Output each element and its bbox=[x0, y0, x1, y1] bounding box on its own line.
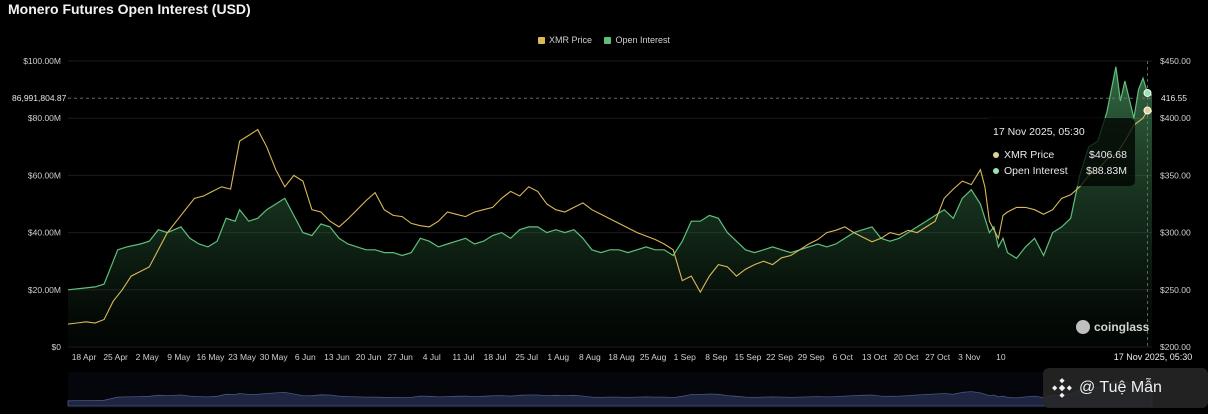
chart-tooltip: 17 Nov 2025, 05:30 XMR Price $406.68 Ope… bbox=[985, 118, 1135, 186]
y-left-tick-label: $40.00M bbox=[28, 228, 61, 238]
y-axis-right: $450.00 $400.00 $350.00 $300.00 $250.00 $200.… bbox=[1160, 56, 1191, 352]
x-tick-label: 10 bbox=[996, 352, 1006, 362]
x-tick-label: 30 May bbox=[260, 352, 289, 362]
x-tick-label: 3 Nov bbox=[958, 352, 981, 362]
x-tick-label: 18 Jul bbox=[484, 352, 507, 362]
author-badge: @ Tuệ Mẫn bbox=[1043, 368, 1208, 408]
tooltip-date: 17 Nov 2025, 05:30 bbox=[993, 126, 1085, 138]
open-interest-area bbox=[68, 66, 1152, 347]
legend-label-oi: Open Interest bbox=[615, 35, 671, 45]
x-tick-label: 4 Jul bbox=[423, 352, 441, 362]
legend-label-price: XMR Price bbox=[548, 35, 592, 45]
x-tick-label: 8 Sep bbox=[705, 352, 727, 362]
tooltip-dot-price bbox=[993, 152, 999, 158]
x-tick-label: 25 Apr bbox=[103, 352, 128, 362]
y-left-tick-label: $20.00M bbox=[28, 285, 61, 295]
y-right-tick-label: $400.00 bbox=[1160, 113, 1191, 123]
x-tick-label: 2 May bbox=[136, 352, 160, 362]
x-tick-label: 25 Aug bbox=[640, 352, 667, 362]
chart-legend: XMR Price Open Interest bbox=[0, 35, 1208, 46]
y-left-tick-label: $100.00M bbox=[23, 56, 61, 66]
legend-swatch-price bbox=[537, 36, 545, 44]
x-tick-label: 11 Jul bbox=[452, 352, 474, 362]
y-left-tick-label: $80.00M bbox=[28, 113, 61, 123]
crosshair-x-box bbox=[1112, 350, 1194, 364]
x-tick-label: 25 Jul bbox=[515, 352, 538, 362]
x-tick-label: 16 May bbox=[197, 352, 226, 362]
x-tick-label: 13 Oct bbox=[862, 352, 888, 362]
binance-logo-icon bbox=[1052, 378, 1072, 398]
x-tick-label: 1 Sep bbox=[674, 352, 696, 362]
legend-swatch-oi bbox=[604, 36, 612, 44]
range-navigator bbox=[67, 372, 1153, 408]
y-left-tick-label: $60.00M bbox=[28, 170, 61, 180]
coinglass-watermark: coinglass bbox=[1076, 320, 1149, 334]
crosshair: 86,991,804.87 416.55 17 Nov 2025, 05:30 bbox=[0, 61, 1194, 364]
crosshair-dot-oi bbox=[1143, 88, 1152, 97]
x-tick-label: 22 Sep bbox=[766, 352, 793, 362]
badge-text: @ Tuệ Mẫn bbox=[1079, 379, 1162, 396]
x-tick-label: 27 Jun bbox=[387, 352, 413, 362]
x-tick-label: 13 Jun bbox=[324, 352, 350, 362]
tooltip-label-oi: Open Interest bbox=[1004, 165, 1068, 177]
x-tick-label: 20 Oct bbox=[894, 352, 920, 362]
crosshair-left-box bbox=[0, 91, 66, 105]
open-interest-line bbox=[67, 66, 1153, 291]
y-right-tick-label: $200.00 bbox=[1160, 342, 1191, 352]
tooltip-value-price: $406.68 bbox=[1089, 149, 1127, 161]
crosshair-right-label: 416.55 bbox=[1161, 93, 1187, 103]
tooltip-row-oi: Open Interest $88.83M bbox=[993, 164, 1127, 178]
x-tick-label: 29 Sep bbox=[798, 352, 825, 362]
x-tick-label: 20 Jun bbox=[356, 352, 382, 362]
watermark-text: coinglass bbox=[1094, 320, 1150, 334]
y-right-tick-label: $250.00 bbox=[1160, 285, 1191, 295]
tooltip-row-price: XMR Price $406.68 bbox=[993, 148, 1127, 162]
y-right-tick-label: $450.00 bbox=[1160, 56, 1191, 66]
y-axis-left: $100.00M $80.00M $60.00M $40.00M $20.00M $0 bbox=[23, 56, 61, 352]
crosshair-dot-price bbox=[1143, 106, 1152, 115]
tooltip-label-price: XMR Price bbox=[1004, 149, 1055, 161]
y-right-tick-label: $300.00 bbox=[1160, 228, 1191, 238]
x-tick-label: 18 Aug bbox=[608, 352, 635, 362]
navigator-series bbox=[67, 379, 1153, 407]
crosshair-x-label: 17 Nov 2025, 05:30 bbox=[1114, 352, 1193, 362]
crosshair-left-label: 86,991,804.87 bbox=[12, 93, 67, 103]
chart-title: Monero Futures Open Interest (USD) bbox=[8, 1, 251, 17]
legend-item-price[interactable]: XMR Price bbox=[537, 35, 592, 45]
y-left-tick-label: $0 bbox=[52, 342, 62, 352]
tooltip-value-oi: $88.83M bbox=[1086, 165, 1127, 177]
x-tick-label: 6 Oct bbox=[833, 352, 854, 362]
x-tick-label: 9 May bbox=[167, 352, 191, 362]
y-right-tick-label: $350.00 bbox=[1160, 170, 1191, 180]
legend-item-oi[interactable]: Open Interest bbox=[604, 35, 670, 45]
xmr-price-line bbox=[67, 109, 1153, 325]
x-tick-label: 6 Jun bbox=[295, 352, 316, 362]
x-tick-label: 18 Apr bbox=[72, 352, 97, 362]
x-tick-label: 1 Aug bbox=[547, 352, 569, 362]
x-tick-label: 27 Oct bbox=[925, 352, 951, 362]
coinglass-logo-icon bbox=[1076, 320, 1090, 334]
x-tick-label: 23 May bbox=[228, 352, 257, 362]
x-axis: 18 Apr 25 Apr 2 May 9 May 16 May 23 May 30 May… bbox=[72, 352, 1006, 362]
x-tick-label: 15 Sep bbox=[734, 352, 761, 362]
x-tick-label: 8 Aug bbox=[579, 352, 601, 362]
tooltip-dot-oi bbox=[993, 168, 999, 174]
